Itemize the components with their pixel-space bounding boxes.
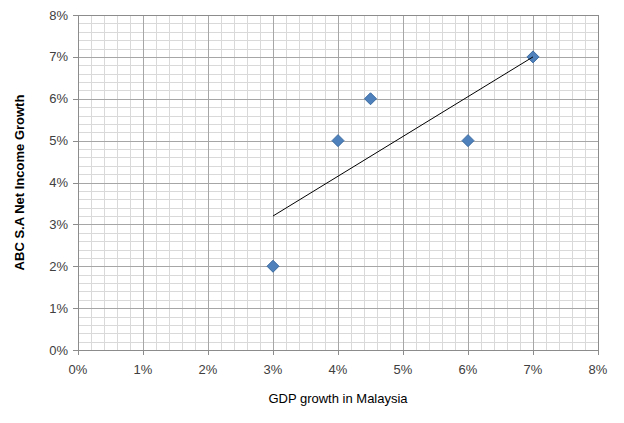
x-tick	[143, 350, 144, 355]
x-tick-label: 0%	[69, 362, 88, 377]
background	[0, 0, 624, 423]
grid-line	[403, 15, 404, 350]
y-tick	[73, 350, 78, 351]
scatter-point	[267, 260, 279, 272]
y-tick	[73, 224, 78, 225]
y-tick-label: 1%	[49, 301, 68, 316]
chart-svg: 0% 1% 2% 3% 4% 5% 6% 7% 8% 0% 1% 2% 3% 4% 5% 6% 7% 8% GDP …	[0, 0, 624, 423]
x-tick-label: 5%	[394, 362, 413, 377]
x-tick	[468, 350, 469, 355]
scatter-point	[332, 135, 344, 147]
x-tick-label: 7%	[524, 362, 543, 377]
x-tick-label: 2%	[199, 362, 218, 377]
data-marks	[267, 51, 539, 272]
grid-line	[78, 308, 598, 309]
grid-line	[78, 99, 598, 100]
y-tick	[73, 266, 78, 267]
x-tick-label: 4%	[329, 362, 348, 377]
grid	[78, 15, 599, 351]
scatter-point	[365, 93, 377, 105]
x-tick	[78, 350, 79, 355]
grid-line	[78, 57, 598, 58]
x-tick	[208, 350, 209, 355]
grid-line	[273, 15, 274, 350]
y-tick	[73, 141, 78, 142]
x-tick	[338, 350, 339, 355]
grid-line	[468, 15, 469, 350]
tick-labels: 0% 1% 2% 3% 4% 5% 6% 7% 8% 0% 1% 2% 3% 4% 5% 6% 7% 8%	[49, 8, 608, 378]
y-tick-label: 5%	[49, 133, 68, 148]
y-tick-label: 7%	[49, 49, 68, 64]
plot-frame	[79, 16, 599, 351]
x-tick-label: 6%	[459, 362, 478, 377]
x-tick-label: 3%	[264, 362, 283, 377]
grid-line	[78, 266, 598, 267]
y-tick	[73, 57, 78, 58]
x-tick	[273, 350, 274, 355]
chart-container: 0% 1% 2% 3% 4% 5% 6% 7% 8% 0% 1% 2% 3% 4% 5% 6% 7% 8% GDP …	[0, 0, 624, 423]
y-tick	[73, 15, 78, 16]
y-tick-label: 2%	[49, 259, 68, 274]
scatter-point	[462, 135, 474, 147]
x-tick-label: 1%	[134, 362, 153, 377]
grid-line	[143, 15, 144, 350]
grid-line	[338, 15, 339, 350]
x-tick-label: 8%	[589, 362, 608, 377]
y-tick-label: 0%	[49, 343, 68, 358]
grid-line	[208, 15, 209, 350]
x-tick	[533, 350, 534, 355]
y-tick	[73, 183, 78, 184]
y-tick-label: 8%	[49, 8, 68, 23]
y-tick-label: 6%	[49, 91, 68, 106]
grid-line	[533, 15, 534, 350]
y-tick-label: 3%	[49, 217, 68, 232]
grid-line	[78, 224, 598, 225]
y-tick-label: 4%	[49, 175, 68, 190]
grid-line	[78, 183, 598, 184]
x-tick	[403, 350, 404, 355]
x-axis-title: GDP growth in Malaysia	[268, 391, 408, 406]
y-axis-title: ABC S.A Net Income Growth	[12, 95, 27, 271]
x-tick	[598, 350, 599, 355]
y-tick	[73, 308, 78, 309]
trend-line	[273, 57, 533, 216]
y-tick	[73, 99, 78, 100]
